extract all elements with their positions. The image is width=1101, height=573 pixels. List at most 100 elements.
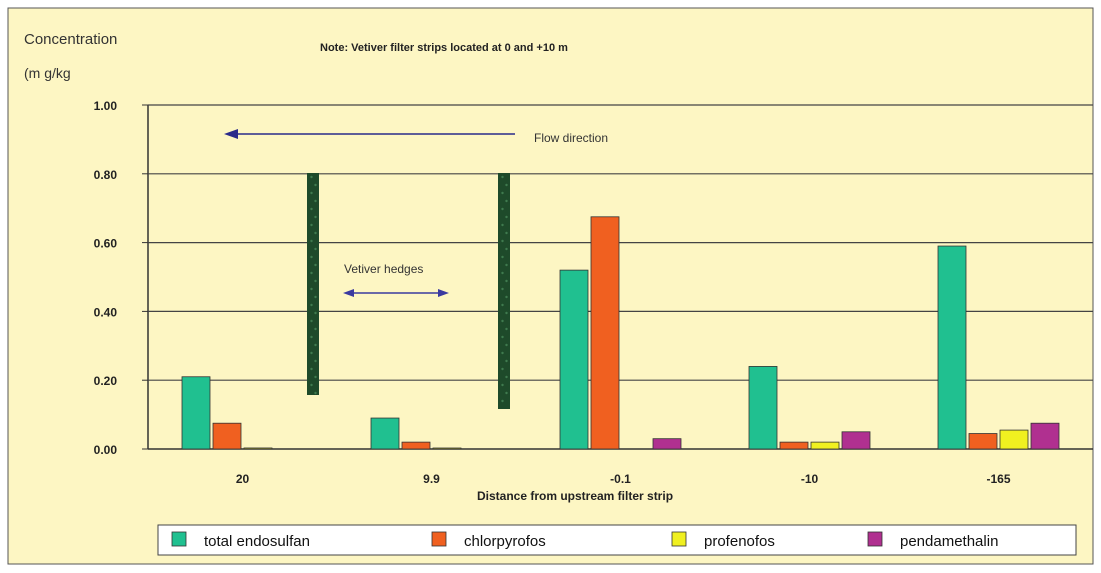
vetiver-hedge-texture (501, 175, 504, 179)
vetiver-hedge-texture (310, 287, 313, 291)
vetiver-hedge-texture (314, 311, 317, 315)
vetiver-hedge-texture (505, 359, 508, 363)
y-tick-label: 0.20 (94, 374, 118, 388)
vetiver-hedge-texture (501, 223, 504, 227)
bar (652, 438, 682, 450)
vetiver-hedge-texture (505, 183, 508, 187)
x-axis-label: Distance from upstream filter strip (477, 489, 673, 503)
bar (968, 433, 998, 450)
vetiver-hedge-texture (501, 255, 504, 259)
chart-title: Note: Vetiver filter strips located at 0… (320, 42, 568, 54)
y-tick-label: 0.40 (94, 305, 118, 319)
vetiver-hedge-texture (314, 359, 317, 363)
vetiver-hedge-texture (501, 191, 504, 195)
x-tick-label: -10 (801, 472, 819, 486)
bar (1030, 422, 1060, 450)
legend: total endosulfan chlorpyrofos profenofos pe… (157, 524, 1077, 556)
flow-direction-arrowhead (224, 129, 238, 139)
vetiver-hedge-texture (310, 271, 313, 275)
vetiver-hedge-texture (505, 311, 508, 315)
bar (937, 245, 967, 450)
chart-panel (7, 7, 1094, 565)
vetiver-hedge-texture (310, 351, 313, 355)
y-tick-label: 1.00 (94, 99, 118, 113)
vetiver-hedge-texture (501, 287, 504, 291)
vetiver-hedge-texture (314, 247, 317, 251)
bar (401, 441, 431, 450)
vetiver-hedge-texture (505, 199, 508, 203)
vetiver-hedge-texture (505, 375, 508, 379)
vetiver-hedge-texture (505, 391, 508, 395)
vetiver-hedge-strip (307, 173, 319, 395)
legend-swatch (431, 531, 447, 547)
vetiver-hedge-texture (501, 303, 504, 307)
bar (432, 447, 462, 450)
vetiver-hedge-texture (310, 383, 313, 387)
bars (181, 216, 1060, 450)
vetiver-hedge-texture (314, 279, 317, 283)
bar (841, 431, 871, 450)
vetiver-hedge-texture (501, 239, 504, 243)
vetiver-hedge-texture (501, 335, 504, 339)
legend-swatch (867, 531, 883, 547)
vetiver-hedges-arrowhead-right (438, 289, 449, 297)
vetiver-hedge-strip (498, 173, 510, 409)
legend-label: pendamethalin (900, 533, 998, 550)
vetiver-hedge-texture (310, 367, 313, 371)
bar (810, 441, 840, 450)
bar (370, 417, 400, 450)
vetiver-hedges-annotation: Vetiver hedges (343, 262, 449, 297)
legend-label: profenofos (704, 533, 775, 550)
bar (999, 429, 1029, 450)
vetiver-hedge-texture (314, 183, 317, 187)
x-axis-ticks: 20 9.9 -0.1 -10 -165 (236, 472, 1011, 486)
vetiver-hedge-texture (310, 175, 313, 179)
vetiver-hedge-texture (501, 351, 504, 355)
vetiver-hedge-texture (501, 207, 504, 211)
legend-label: chlorpyrofos (464, 533, 546, 550)
vetiver-hedge-texture (314, 231, 317, 235)
vetiver-hedge-texture (505, 279, 508, 283)
flow-direction-label: Flow direction (534, 131, 608, 145)
bar (181, 376, 211, 450)
vetiver-hedges (307, 173, 510, 409)
flow-direction-annotation: Flow direction (224, 129, 608, 145)
y-axis-ticks: 1.00 0.80 0.60 0.40 0.20 0.00 (94, 99, 118, 457)
vetiver-hedges-label: Vetiver hedges (344, 262, 423, 276)
bar (779, 441, 809, 450)
vetiver-hedge-texture (501, 399, 504, 403)
vetiver-hedge-texture (501, 367, 504, 371)
vetiver-hedge-texture (505, 295, 508, 299)
grid-lines (142, 104, 1093, 450)
legend-swatch (171, 531, 187, 547)
y-tick-label: 0.80 (94, 168, 118, 182)
x-tick-label: -0.1 (610, 472, 631, 486)
vetiver-hedge-texture (310, 255, 313, 259)
vetiver-hedge-texture (505, 263, 508, 267)
bar (590, 216, 620, 450)
vetiver-hedges-arrowhead-left (343, 289, 354, 297)
vetiver-hedge-texture (505, 231, 508, 235)
vetiver-hedge-texture (314, 343, 317, 347)
vetiver-hedge-texture (310, 335, 313, 339)
bar (212, 422, 242, 450)
x-tick-label: 20 (236, 472, 250, 486)
bar (559, 269, 589, 450)
vetiver-hedge-texture (314, 215, 317, 219)
vetiver-hedge-texture (310, 223, 313, 227)
vetiver-hedge-texture (314, 199, 317, 203)
x-tick-label: 9.9 (423, 472, 440, 486)
vetiver-hedge-texture (314, 263, 317, 267)
y-tick-label: 0.60 (94, 237, 118, 251)
x-tick-label: -165 (986, 472, 1010, 486)
vetiver-hedge-texture (505, 247, 508, 251)
vetiver-hedge-texture (310, 303, 313, 307)
vetiver-hedge-texture (505, 215, 508, 219)
bar (243, 447, 273, 450)
vetiver-hedge-texture (505, 327, 508, 331)
vetiver-hedge-texture (310, 239, 313, 243)
vetiver-hedge-texture (310, 191, 313, 195)
vetiver-hedge-texture (314, 327, 317, 331)
vetiver-hedge-texture (501, 319, 504, 323)
vetiver-hedge-texture (505, 343, 508, 347)
